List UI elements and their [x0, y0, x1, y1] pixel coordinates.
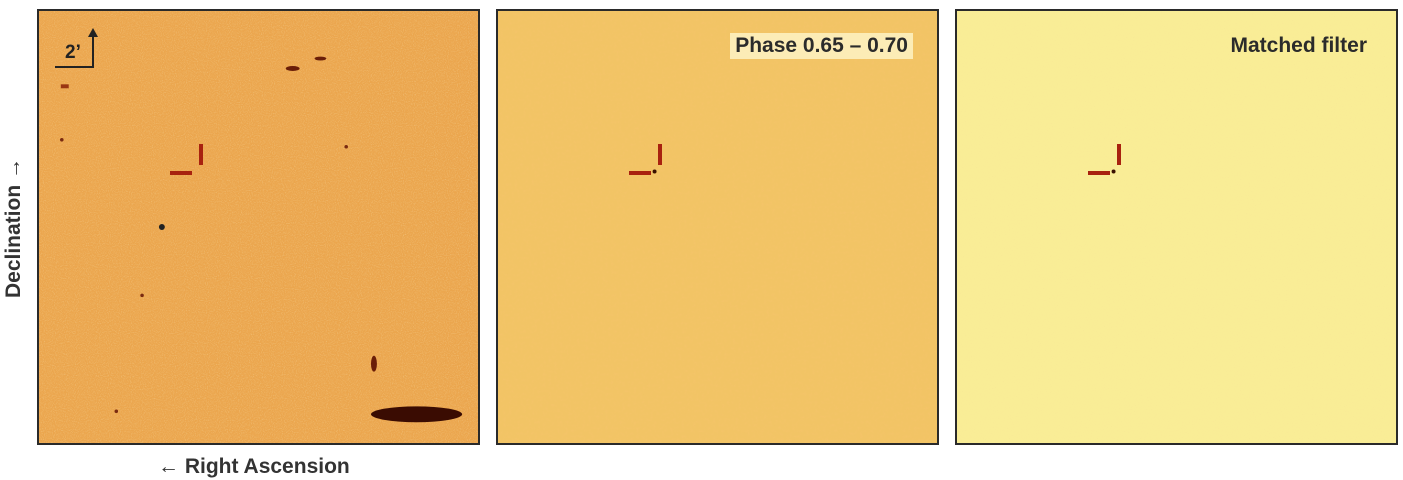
raw-image-texture [39, 11, 478, 443]
target-source [1111, 169, 1116, 174]
satellite-streak [370, 406, 463, 423]
sky-image-panel-phase: Phase 0.65 – 0.70 [496, 9, 939, 445]
phase-range-label: Phase 0.65 – 0.70 [730, 33, 913, 59]
target-marker-vertical [199, 144, 203, 165]
target-marker-vertical [1117, 144, 1121, 165]
matched-image-texture [957, 11, 1396, 443]
dark-artifact-top2 [314, 56, 327, 61]
scale-bar-label: 2’ [65, 42, 81, 63]
dark-artifact-top [285, 65, 300, 71]
right-ascension-axis-label: ← Right Ascension [158, 455, 350, 478]
target-source [652, 169, 657, 174]
north-arrow-icon [55, 28, 98, 68]
dark-artifact-left [60, 84, 69, 89]
sky-image-panel-raw: 2’ [37, 9, 480, 445]
matched-filter-label: Matched filter [1230, 34, 1367, 57]
declination-axis-text: Declination → [2, 157, 25, 299]
bright-source [158, 224, 165, 230]
target-marker-vertical [658, 144, 662, 165]
target-marker-horizontal [170, 171, 192, 175]
dark-artifact-right [370, 355, 377, 372]
target-marker-horizontal [1088, 171, 1110, 175]
sky-image-panel-matched: Matched filter [955, 9, 1398, 445]
target-marker-horizontal [629, 171, 651, 175]
phase-image-texture [498, 11, 937, 443]
scale-bar: 2’ [53, 25, 113, 75]
